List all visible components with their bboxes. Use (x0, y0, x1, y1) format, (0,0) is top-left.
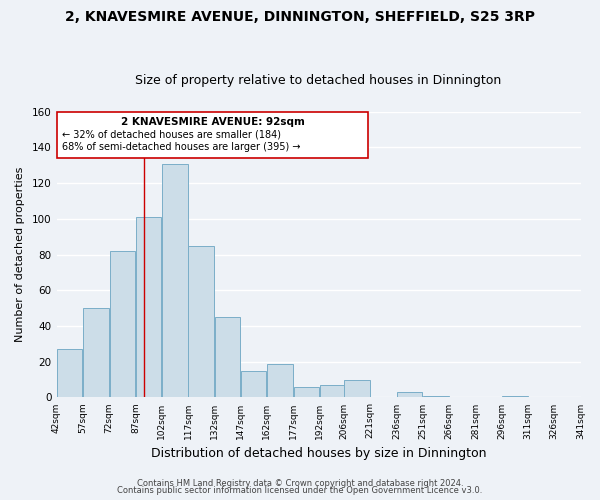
Bar (136, 217, 161, 398)
Bar (293, 386, 319, 398)
X-axis label: Distribution of detached houses by size in Dinnington: Distribution of detached houses by size … (151, 447, 486, 460)
Bar (344, 380, 370, 398)
Y-axis label: Number of detached properties: Number of detached properties (15, 167, 25, 342)
FancyBboxPatch shape (56, 112, 368, 158)
Bar (502, 396, 527, 398)
Bar (423, 396, 449, 398)
Text: ← 32% of detached houses are smaller (184): ← 32% of detached houses are smaller (18… (62, 130, 281, 140)
Bar (267, 364, 293, 398)
Text: 2 KNAVESMIRE AVENUE: 92sqm: 2 KNAVESMIRE AVENUE: 92sqm (121, 117, 304, 127)
Bar (397, 392, 422, 398)
Bar (162, 164, 188, 398)
Bar (215, 317, 240, 398)
Text: 2, KNAVESMIRE AVENUE, DINNINGTON, SHEFFIELD, S25 3RP: 2, KNAVESMIRE AVENUE, DINNINGTON, SHEFFI… (65, 10, 535, 24)
Bar (57, 349, 82, 398)
Text: 68% of semi-detached houses are larger (395) →: 68% of semi-detached houses are larger (… (62, 142, 300, 152)
Title: Size of property relative to detached houses in Dinnington: Size of property relative to detached ho… (136, 74, 502, 87)
Bar (110, 251, 135, 398)
Text: Contains HM Land Registry data © Crown copyright and database right 2024.: Contains HM Land Registry data © Crown c… (137, 478, 463, 488)
Bar (188, 246, 214, 398)
Bar (320, 385, 344, 398)
Text: Contains public sector information licensed under the Open Government Licence v3: Contains public sector information licen… (118, 486, 482, 495)
Bar (241, 370, 266, 398)
Bar (83, 308, 109, 398)
